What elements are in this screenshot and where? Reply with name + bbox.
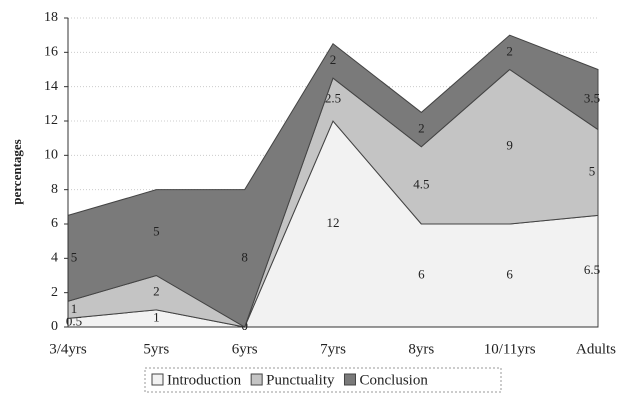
data-label: 2.5 [325,91,341,106]
data-label: 1 [153,309,160,324]
legend-label: Introduction [167,372,242,388]
data-label: 1 [71,301,78,316]
y-tick-label: 8 [51,182,58,197]
x-tick-label: 3/4yrs [49,341,87,357]
area [67,34,599,328]
y-tick-label: 10 [44,148,58,163]
data-label: 6 [506,266,513,281]
x-tick-label: 7yrs [320,341,346,357]
y-tick-label: 2 [51,285,58,300]
legend-swatch [151,373,164,386]
x-tick-label: 8yrs [408,341,434,357]
data-label: 2 [506,43,513,58]
x-tick-label: 10/11yrs [484,341,536,357]
data-label: 3.5 [584,91,600,106]
data-label: 5 [589,163,596,178]
x-tick-label: 6yrs [232,341,258,357]
data-label: 2 [330,52,337,67]
legend-box [144,367,502,393]
data-label: 2 [418,121,425,136]
y-tick-label: 18 [44,10,58,25]
y-tick-label: 14 [44,79,58,94]
legend-label: Conclusion [359,372,428,388]
y-tick-label: 6 [51,216,58,231]
y-tick-label: 16 [44,45,58,60]
y-tick-label: 4 [51,251,58,266]
x-tick-label: Adults [576,341,616,357]
data-label: 9 [506,138,513,153]
x-tick-label: 5yrs [143,341,169,357]
data-label: 12 [327,215,340,230]
legend-swatch [343,373,356,386]
data-label: 6 [418,266,425,281]
data-label: 4.5 [413,176,429,191]
y-tick-label: 12 [44,113,58,128]
y-axis-label: percentages [9,139,24,204]
data-label: 5 [153,224,160,239]
data-label: 5 [71,249,78,264]
y-tick-label: 0 [51,319,58,334]
legend-swatch [250,373,263,386]
data-label: 8 [241,249,248,264]
data-label: 6.5 [584,262,600,277]
legend-label: Punctuality [266,372,335,388]
data-label: 2 [153,284,160,299]
